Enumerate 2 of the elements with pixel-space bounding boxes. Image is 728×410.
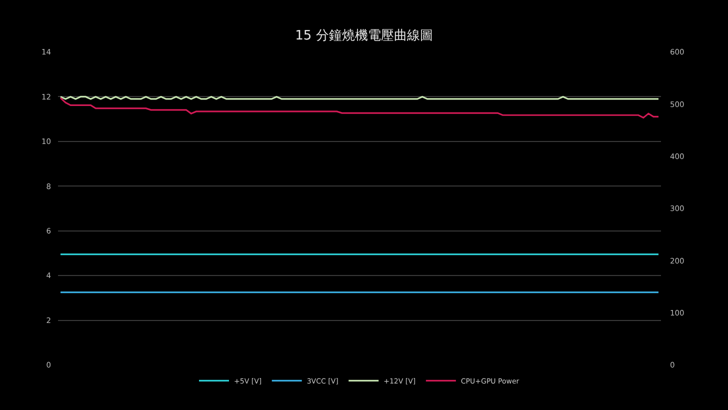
line-series — [60, 97, 660, 119]
chart-title: 15 分鐘燒機電壓曲線圖 — [295, 28, 433, 44]
